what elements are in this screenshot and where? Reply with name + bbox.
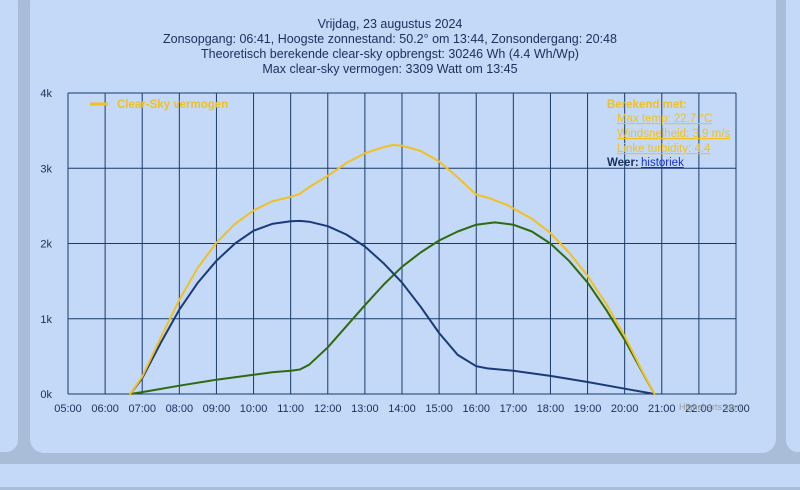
y-tick-label: 0k — [40, 389, 52, 401]
chart-subtitle-max: Max clear-sky vermogen: 3309 Watt om 13:… — [262, 62, 517, 76]
x-tick-label: 13:00 — [351, 403, 379, 415]
x-tick-label: 15:00 — [425, 403, 453, 415]
bottom-card-edge — [0, 464, 800, 487]
wind-speed-link[interactable]: Windsnelheid: 3.9 m/s — [617, 128, 730, 140]
calculation-panel: Berekend met: Max temp: 22.7 °C Windsnel… — [607, 99, 730, 169]
left-card-edge — [0, 0, 18, 452]
y-tick-label: 2k — [40, 239, 52, 251]
x-axis-ticks: 05:00 06:00 07:00 08:00 09:00 10:00 11:00 12:00… — [54, 403, 750, 415]
y-axis-ticks: 0k 1k 2k 3k 4k — [40, 88, 52, 401]
x-tick-label: 06:00 — [91, 403, 119, 415]
weather-label: Weer: — [607, 157, 639, 169]
right-card-edge — [786, 0, 800, 452]
series-line-1 — [129, 219, 656, 395]
x-tick-label: 05:00 — [54, 403, 82, 415]
x-tick-label: 17:00 — [500, 403, 528, 415]
x-tick-label: 19:00 — [574, 403, 602, 415]
chart-card — [30, 0, 776, 453]
x-tick-label: 14:00 — [388, 403, 416, 415]
max-temp-link[interactable]: Max temp: 22.7 °C — [617, 113, 712, 125]
x-tick-label: 08:00 — [166, 403, 194, 415]
chart-subtitle-sun: Zonsopgang: 06:41, Hoogste zonnestand: 5… — [163, 32, 617, 46]
y-tick-label: 3k — [40, 163, 52, 175]
x-tick-label: 21:00 — [648, 403, 676, 415]
x-tick-label: 11:00 — [277, 403, 304, 415]
series-line-2 — [129, 221, 656, 395]
x-tick-label: 23:00 — [722, 403, 750, 415]
series-line-0 — [129, 144, 656, 395]
highcharts-credits[interactable]: Highcharts.com — [679, 402, 742, 412]
panel-title: Berekend met: — [607, 99, 687, 111]
x-tick-label: 20:00 — [611, 403, 639, 415]
legend-label-clear-sky[interactable]: Clear-Sky vermogen — [117, 99, 228, 111]
x-tick-label: 07:00 — [128, 403, 156, 415]
chart-title-date: Vrijdag, 23 augustus 2024 — [318, 17, 463, 31]
x-tick-label: 22:00 — [685, 403, 713, 415]
legend[interactable]: Clear-Sky vermogen — [90, 99, 228, 111]
x-tick-label: 10:00 — [240, 403, 268, 415]
linke-turbidity-link[interactable]: Linke turbidity: 4.4 — [617, 143, 711, 155]
series-lines — [129, 144, 656, 395]
x-tick-label: 09:00 — [203, 403, 231, 415]
chart-subtitle-yield: Theoretisch berekende clear-sky opbrengs… — [201, 47, 579, 61]
page-text-below-chart — [0, 478, 800, 490]
x-tick-label: 12:00 — [314, 403, 342, 415]
x-tick-label: 18:00 — [537, 403, 565, 415]
y-tick-label: 1k — [40, 314, 52, 326]
x-tick-label: 16:00 — [462, 403, 490, 415]
y-tick-label: 4k — [40, 88, 52, 100]
weather-history-link[interactable]: historiek — [641, 157, 684, 169]
